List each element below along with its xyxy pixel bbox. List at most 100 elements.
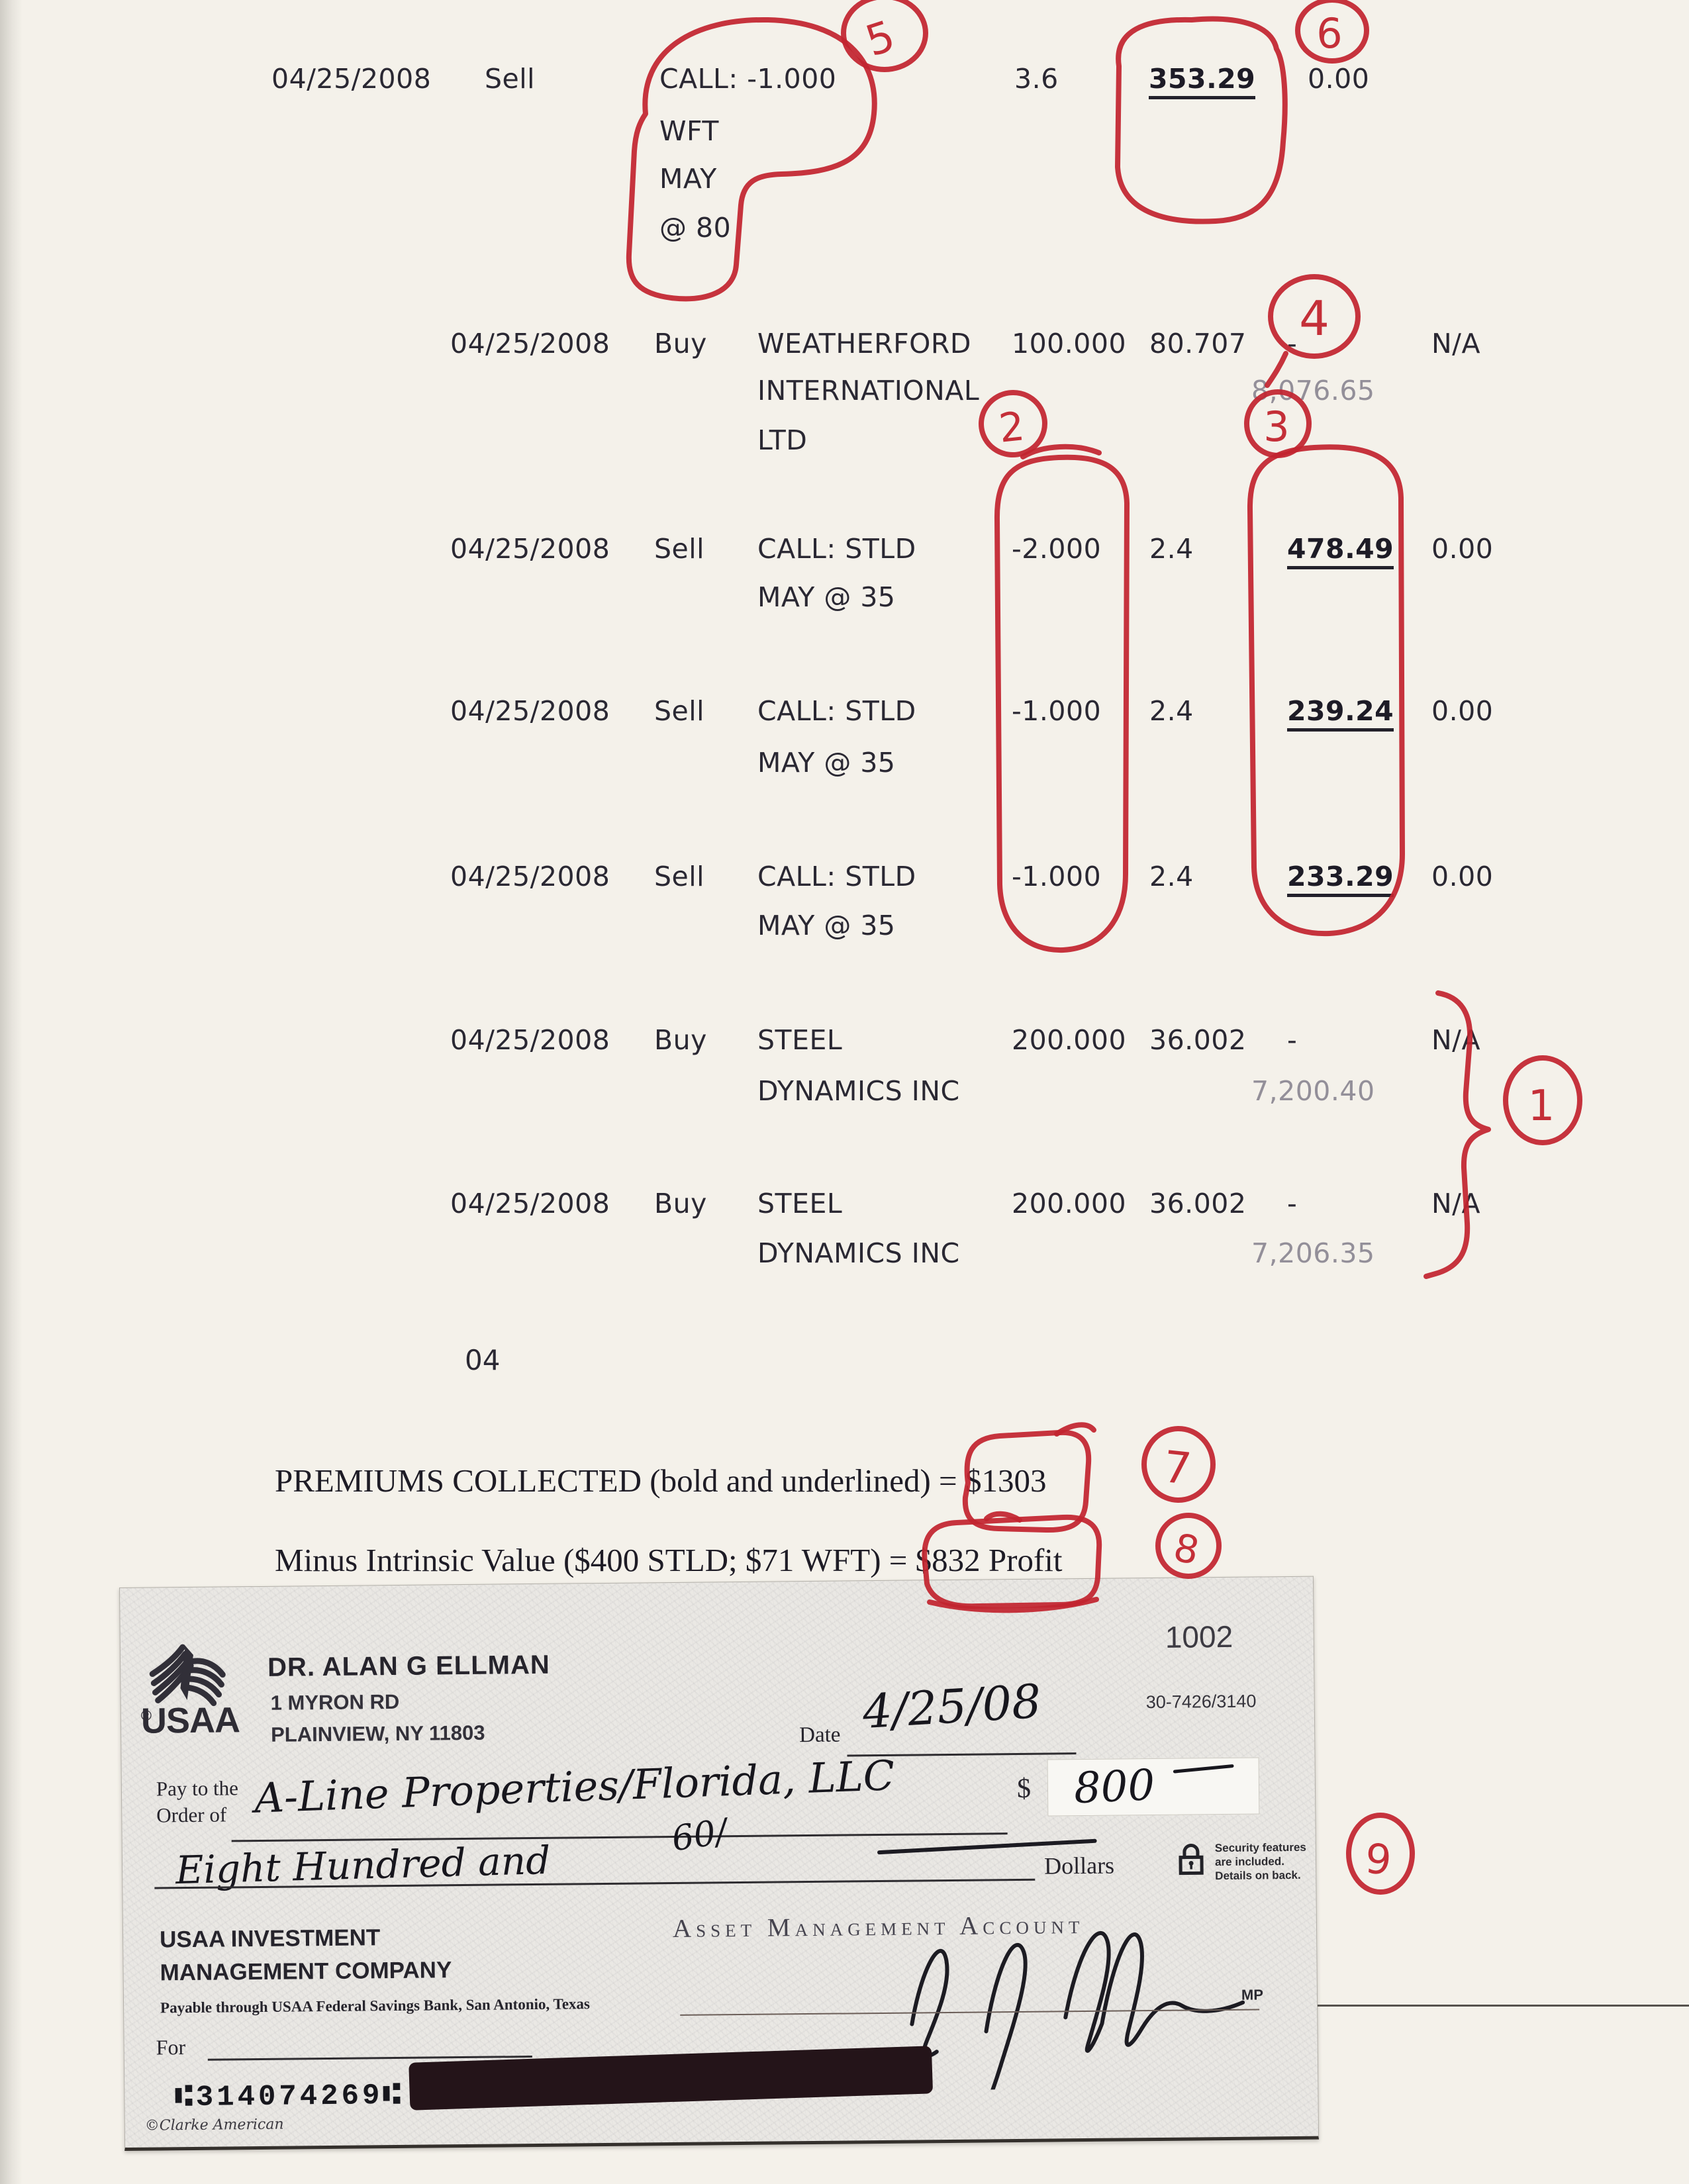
dollars-label: Dollars [1043, 1852, 1115, 1879]
trade-desc: WFT [659, 115, 719, 147]
trade-desc: DYNAMICS INC [757, 1075, 960, 1107]
trade-action: Sell [654, 533, 705, 565]
premiums-label: PREMIUMS COLLECTED (bold and underlined)… [275, 1462, 957, 1499]
trade-action: Sell [654, 861, 705, 892]
mp-label: MP [1241, 1986, 1264, 2003]
intrinsic-value: $832 Profit [915, 1542, 1063, 1578]
ink-number-1: 1 [1528, 1082, 1555, 1131]
trade-price: 36.002 [1149, 1024, 1247, 1056]
payer-name: DR. ALAN G ELLMAN [267, 1650, 550, 1682]
trade-date: 04/25/2008 [450, 1024, 610, 1056]
trade-desc: MAY @ 35 [757, 581, 896, 613]
intrinsic-label: Minus Intrinsic Value ($400 STLD; $71 WF… [275, 1542, 908, 1578]
trade-action: Sell [485, 63, 536, 95]
trade-date: 04/25/2008 [271, 63, 432, 95]
page-number: 04 [465, 1344, 501, 1376]
date-label: Date [799, 1723, 841, 1748]
ink-loop-353 [1115, 16, 1288, 224]
trade-settle-amount: 7,206.35 [1251, 1237, 1375, 1269]
trade-dash: - [1287, 1024, 1298, 1056]
trade-desc: STEEL [757, 1188, 843, 1219]
trade-action: Buy [654, 1188, 707, 1219]
trade-dash: - [1287, 328, 1298, 359]
ink-loop-1303-tail [1054, 1422, 1096, 1437]
micr-digits: 314074269 [195, 2079, 383, 2114]
ink-number-4: 4 [1299, 291, 1329, 346]
check-printer-credit: ©Clarke American [144, 2116, 284, 2134]
trade-desc: CALL: STLD [757, 861, 916, 892]
payer-address-line2: PLAINVIEW, NY 11803 [270, 1721, 485, 1746]
routing-fraction: 30-7426/3140 [1145, 1691, 1257, 1713]
ink-circle-6 [1295, 0, 1369, 64]
trade-desc: @ 80 [659, 212, 732, 244]
scan-edge-artifact [0, 0, 23, 2184]
micr-transit-symbol: ⑆ [175, 2078, 197, 2113]
ink-circle-7 [1141, 1426, 1216, 1503]
trade-qty: 200.000 [1012, 1024, 1127, 1056]
trade-na: N/A [1431, 1188, 1481, 1219]
payee-line [231, 1832, 1008, 1842]
trade-date: 04/25/2008 [450, 533, 610, 565]
trade-date: 04/25/2008 [450, 861, 610, 892]
bank-name-line1: USAA INVESTMENT [159, 1924, 381, 1953]
intrinsic-value-note: Minus Intrinsic Value ($400 STLD; $71 WF… [275, 1541, 1063, 1579]
trade-qty: 200.000 [1012, 1188, 1127, 1219]
trade-desc: CALL: STLD [757, 695, 916, 727]
ink-loop-wft-option [626, 17, 877, 302]
payable-through-note: Payable through USAA Federal Savings Ban… [160, 1995, 591, 2017]
trade-amount: 478.49 [1287, 533, 1394, 569]
trade-settle-amount: 8,076.65 [1251, 375, 1375, 406]
trade-qty: -2.000 [1012, 533, 1102, 565]
trade-desc: CALL: STLD [757, 533, 916, 565]
trade-price: 2.4 [1149, 533, 1194, 565]
trade-desc: LTD [757, 424, 808, 456]
trade-fee: 0.00 [1308, 63, 1370, 95]
trade-date: 04/25/2008 [450, 328, 610, 359]
ink-circle-9 [1346, 1813, 1415, 1895]
usaa-wordmark: USAA [140, 1700, 240, 1741]
security-note-line: Security features [1214, 1840, 1306, 1855]
premiums-collected-note: PREMIUMS COLLECTED (bold and underlined)… [275, 1462, 1046, 1499]
trade-date: 04/25/2008 [450, 695, 610, 727]
personal-check: 1002 30-7426/3140 USAA ® DR. ALAN G ELLMA… [119, 1576, 1320, 2151]
pay-to-the-label: Pay to the [156, 1776, 239, 1801]
ink-oval-quantity-top-tick [1020, 444, 1102, 459]
micr-routing-number: ⑆314074269⑆ [175, 2077, 404, 2114]
trade-qty: -1.000 [1012, 861, 1102, 892]
order-of-label: Order of [156, 1803, 227, 1827]
trade-desc: INTERNATIONAL [757, 375, 980, 406]
bank-name-line2: MANAGEMENT COMPANY [160, 1957, 452, 1986]
trade-desc: DYNAMICS INC [757, 1237, 960, 1269]
trade-desc: WEATHERFORD [757, 328, 971, 359]
amount-numeric-handwritten: 800 [1073, 1760, 1156, 1814]
ink-circle-5 [841, 0, 928, 72]
ink-number-7: 7 [1161, 1441, 1194, 1495]
check-number: 1002 [1165, 1619, 1233, 1654]
page-rule-line [1318, 2005, 1689, 2007]
micr-transit-symbol: ⑆ [383, 2076, 405, 2111]
date-handwritten: 4/25/08 [861, 1674, 1043, 1740]
trade-price: 80.707 [1149, 328, 1247, 359]
trade-na: N/A [1431, 328, 1481, 359]
trade-amount: 239.24 [1287, 695, 1394, 732]
trade-amount: 353.29 [1149, 63, 1256, 99]
trade-qty: -1.000 [1012, 695, 1102, 727]
payer-address-line1: 1 MYRON RD [270, 1689, 400, 1715]
ink-number-2: 2 [996, 403, 1026, 452]
trade-na: N/A [1431, 1024, 1481, 1056]
trade-desc: MAY @ 35 [757, 910, 896, 941]
ink-circle-2 [979, 389, 1047, 458]
ink-loop-832-tail [984, 1511, 1022, 1523]
ink-number-6: 6 [1316, 9, 1342, 58]
trade-action: Buy [654, 328, 707, 359]
trade-dash: - [1287, 1188, 1298, 1219]
eagle-body [180, 1646, 193, 1701]
trade-desc: CALL: -1.000 [659, 63, 837, 95]
security-note: Security features are included. Details … [1215, 1840, 1307, 1883]
trade-action: Sell [654, 695, 705, 727]
for-label: For [156, 2035, 186, 2060]
trade-desc: MAY [659, 163, 717, 195]
trade-fee: 0.00 [1431, 861, 1494, 892]
trade-price: 2.4 [1149, 695, 1194, 727]
